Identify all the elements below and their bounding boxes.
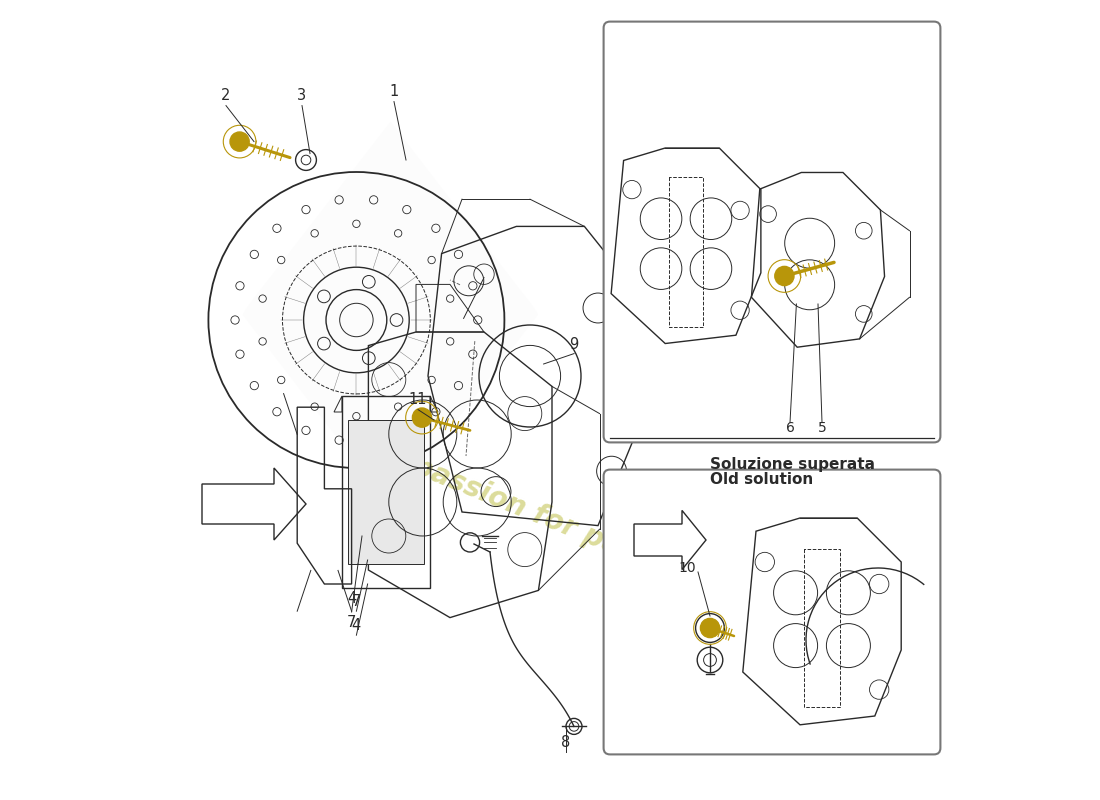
Circle shape — [701, 618, 719, 638]
Text: 1: 1 — [389, 85, 398, 99]
Text: 7: 7 — [346, 615, 356, 630]
Text: 4: 4 — [346, 591, 356, 606]
Polygon shape — [348, 420, 425, 564]
FancyBboxPatch shape — [604, 470, 940, 754]
Text: 10: 10 — [679, 561, 696, 575]
Text: 2: 2 — [221, 89, 231, 103]
Text: 3: 3 — [297, 89, 307, 103]
Text: 8: 8 — [561, 735, 571, 750]
Text: 5: 5 — [817, 421, 826, 435]
Circle shape — [230, 132, 250, 151]
Text: a passion for parts.inc: a passion for parts.inc — [382, 442, 718, 598]
Text: ♦: ♦ — [153, 104, 627, 616]
FancyBboxPatch shape — [604, 22, 940, 442]
Circle shape — [774, 266, 794, 286]
Text: 4: 4 — [352, 618, 361, 633]
Circle shape — [412, 408, 431, 427]
Text: Old solution: Old solution — [710, 473, 813, 487]
Text: Soluzione superata: Soluzione superata — [710, 457, 874, 471]
Text: 7: 7 — [352, 594, 361, 609]
Text: 11: 11 — [409, 393, 427, 407]
Text: 9: 9 — [570, 337, 579, 351]
Text: 6: 6 — [785, 421, 794, 435]
